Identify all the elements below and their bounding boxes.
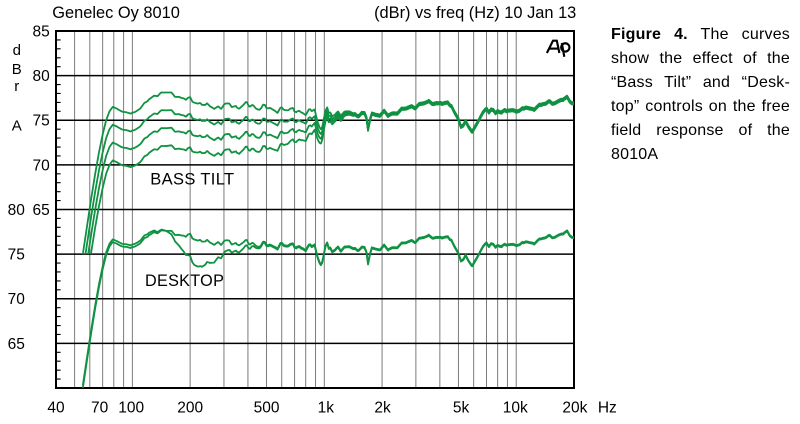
svg-text:200: 200 xyxy=(177,400,203,417)
svg-text:(dBr) vs freq (Hz) 10 Jan 13: (dBr) vs freq (Hz) 10 Jan 13 xyxy=(374,4,576,22)
svg-text:500: 500 xyxy=(254,400,280,417)
svg-text:70: 70 xyxy=(33,157,51,174)
svg-text:75: 75 xyxy=(8,247,25,264)
svg-text:2k: 2k xyxy=(374,400,391,417)
svg-text:70: 70 xyxy=(91,400,109,417)
svg-text:65: 65 xyxy=(8,336,25,353)
svg-text:r: r xyxy=(14,78,19,95)
svg-text:B: B xyxy=(12,61,22,78)
svg-text:65: 65 xyxy=(33,202,50,219)
svg-text:20k: 20k xyxy=(562,400,587,417)
svg-text:BASS TILT: BASS TILT xyxy=(150,171,234,189)
svg-text:100: 100 xyxy=(118,400,144,417)
svg-text:85: 85 xyxy=(33,23,50,40)
svg-text:40: 40 xyxy=(47,400,65,417)
svg-text:75: 75 xyxy=(33,113,50,130)
svg-text:Hz: Hz xyxy=(598,400,617,417)
svg-text:10k: 10k xyxy=(503,400,528,417)
svg-text:70: 70 xyxy=(8,291,26,308)
svg-text:80: 80 xyxy=(8,202,26,219)
svg-text:80: 80 xyxy=(33,68,51,85)
svg-text:1k: 1k xyxy=(318,400,335,417)
svg-text:DESKTOP: DESKTOP xyxy=(145,272,224,290)
svg-text:5k: 5k xyxy=(453,400,470,417)
svg-text:A: A xyxy=(12,118,22,135)
svg-text:d: d xyxy=(13,42,21,59)
svg-text:Genelec Oy 8010: Genelec Oy 8010 xyxy=(52,4,180,22)
